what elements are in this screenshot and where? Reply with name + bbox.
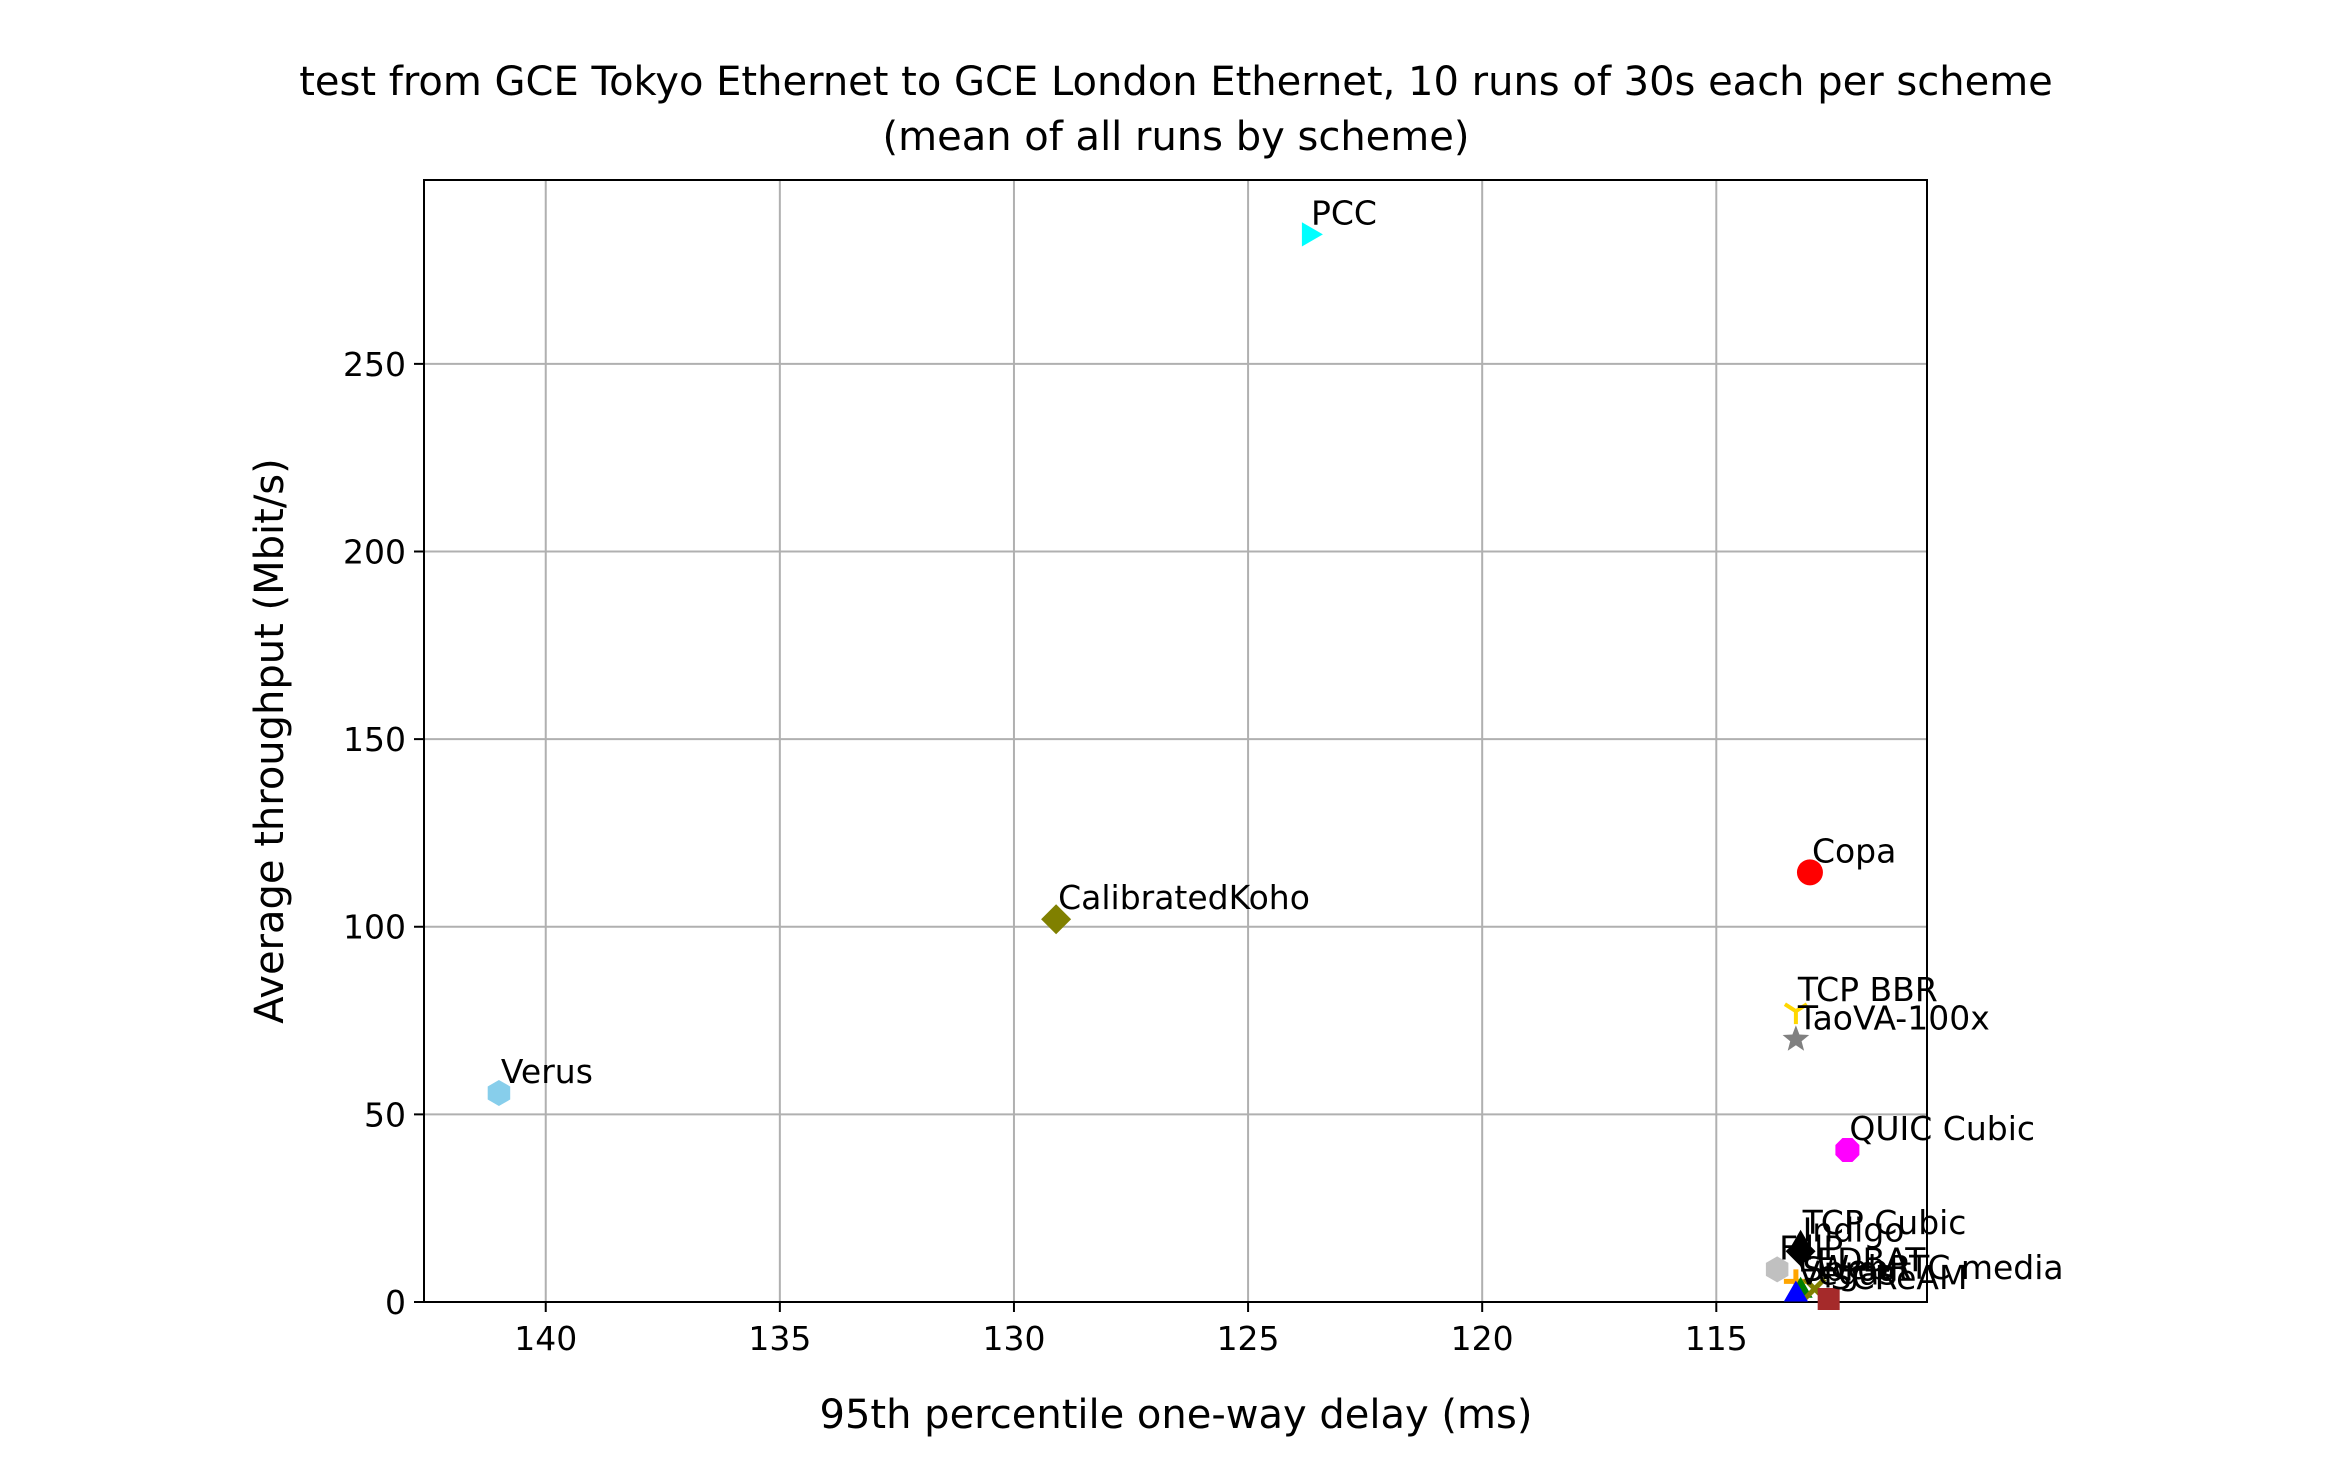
point-pcc (1301, 222, 1323, 247)
point-label-verus: Verus (501, 1052, 593, 1091)
x-tick-label: 135 (748, 1319, 811, 1358)
point-taova-100x (1782, 1025, 1810, 1051)
point-label-copa: Copa (1812, 831, 1896, 870)
point-label-ledbat: LEDBAT (1798, 1240, 1926, 1279)
y-tick-label: 50 (364, 1095, 406, 1134)
x-axis-label: 95th percentile one-way delay (ms) (820, 1392, 1533, 1438)
x-tick-label: 115 (1685, 1319, 1748, 1358)
y-tick-label: 200 (343, 532, 406, 571)
point-label-webrtc-media: WebRTC media (1817, 1248, 2064, 1287)
point-label-quic-cubic: QUIC Cubic (1849, 1109, 2035, 1148)
point-label-sprout: Sprout (1803, 1250, 1912, 1289)
x-tick-label: 125 (1217, 1319, 1280, 1358)
point-fillp (1765, 1256, 1789, 1283)
y-axis-label: Average throughput (Mbit/s) (247, 458, 293, 1024)
point-label-vegas: Vegas (1798, 1253, 1897, 1292)
point-copa (1796, 859, 1823, 886)
point-label-indigo: Indigo (1803, 1210, 1905, 1249)
y-tick-label: 250 (343, 345, 406, 384)
point-verus (487, 1080, 511, 1106)
x-tick-label: 130 (982, 1319, 1045, 1358)
axis-ticks: 140 135 130 125 120 115 0 50 100 150 200 250 (343, 345, 1748, 1358)
y-tick-label: 100 (343, 908, 406, 947)
plot-frame (423, 179, 1928, 1303)
x-tick-label: 140 (514, 1319, 577, 1358)
point-label-taova-100x: TaoVA-100x (1797, 998, 1990, 1037)
chart-subtitle: (mean of all runs by scheme) (883, 114, 1470, 160)
point-calibratedkoho (1041, 904, 1072, 935)
y-tick-label: 0 (385, 1283, 406, 1322)
chart-title: test from GCE Tokyo Ethernet to GCE Lond… (299, 59, 2053, 105)
point-vegas (1783, 1280, 1808, 1302)
point-scream (1817, 1287, 1840, 1310)
point-label-tcp-cubic: TCP Cubic (1802, 1203, 1967, 1242)
point-tcp-bbr (1783, 1002, 1808, 1025)
point-indigo (1785, 1236, 1816, 1267)
point-label-pcc: PCC (1311, 193, 1377, 232)
point-label-tcp-bbr: TCP BBR (1797, 970, 1938, 1009)
y-tick-label: 150 (343, 720, 406, 759)
x-tick-label: 120 (1451, 1319, 1514, 1358)
grid (424, 180, 1927, 1303)
point-quic-cubic (1835, 1138, 1860, 1162)
point-label-scream: SCReAM (1831, 1258, 1968, 1297)
data-points (487, 222, 1860, 1310)
point-label-calibratedkoho: CalibratedKoho (1058, 878, 1310, 917)
point-label-fillp: FillP (1779, 1228, 1843, 1267)
